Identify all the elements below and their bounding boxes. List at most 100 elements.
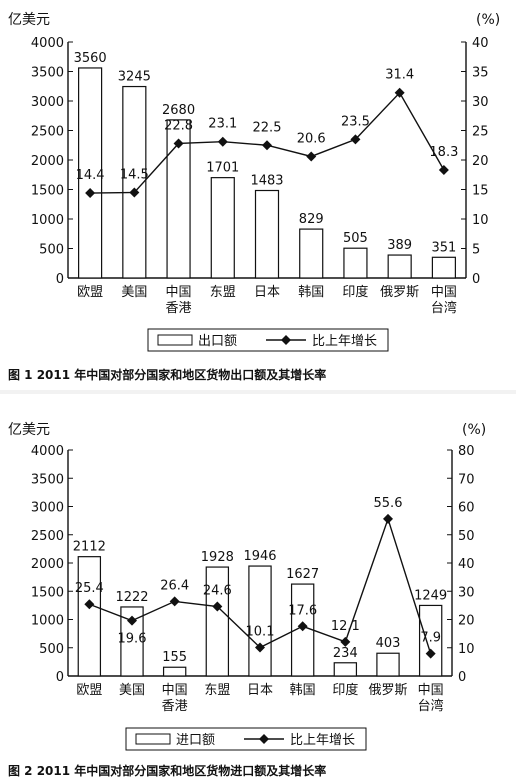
right-tick-label: 0 [458, 670, 466, 685]
legend-line-label: 比上年增长 [312, 334, 377, 349]
legend-bar-label: 出口额 [198, 334, 237, 349]
bar [205, 566, 230, 677]
category-label: 台湾 [418, 698, 444, 714]
right-tick-label: 0 [472, 272, 480, 287]
divider [0, 390, 516, 394]
bar-value-label: 351 [431, 240, 456, 255]
left-tick-label: 1000 [31, 213, 64, 228]
bar-value-label: 1249 [414, 588, 447, 603]
legend-bar-swatch [135, 733, 171, 745]
right-tick-label: 50 [458, 529, 475, 544]
bar-value-label: 2680 [162, 103, 195, 118]
category-label: 东盟 [210, 285, 236, 300]
left-tick-label: 4000 [31, 36, 64, 51]
growth-point [127, 615, 137, 626]
growth-value-label: 24.6 [203, 584, 232, 599]
category-label: 欧盟 [76, 683, 102, 698]
bar [122, 85, 147, 279]
growth-point [85, 188, 96, 199]
category-label: 印度 [332, 682, 358, 698]
growth-value-label: 22.5 [253, 120, 282, 135]
growth-value-label: 31.4 [385, 68, 414, 83]
right-tick-label: 20 [458, 614, 475, 629]
bar-value-label: 1928 [201, 550, 234, 565]
growth-point [425, 648, 436, 659]
category-label: 中国 [418, 683, 444, 698]
left-tick-label: 3000 [31, 95, 64, 110]
category-label: 美国 [121, 285, 147, 300]
left-tick-label: 500 [39, 243, 64, 258]
growth-value-label: 23.5 [341, 114, 370, 129]
growth-value-label: 18.3 [429, 145, 458, 160]
category-label: 中国 [166, 285, 192, 300]
bar-value-label: 155 [162, 650, 187, 665]
left-tick-label: 1500 [31, 184, 64, 199]
legend-line-marker [259, 734, 269, 744]
growth-value-label: 7.9 [420, 631, 441, 646]
category-label: 日本 [254, 285, 280, 300]
bar [387, 254, 412, 279]
left-tick-label: 3500 [31, 66, 64, 81]
legend-line-label: 比上年增长 [290, 733, 355, 748]
growth-point [297, 621, 308, 632]
category-label: 俄罗斯 [368, 683, 407, 698]
right-tick-label: 20 [472, 154, 489, 169]
right-tick-label: 30 [458, 585, 475, 600]
bar-value-label: 234 [333, 646, 358, 661]
growth-point [262, 140, 272, 151]
growth-value-label: 19.6 [118, 632, 147, 647]
growth-point [255, 642, 265, 653]
legend-bar-swatch [157, 334, 193, 346]
left-tick-label: 500 [39, 642, 64, 657]
bar [162, 666, 187, 677]
growth-point [173, 138, 184, 149]
figure-2: 0 500 1000 1500 2000 2500 3000 3500 4000 0 10 20 30 4… [0, 398, 516, 764]
bar [333, 662, 358, 677]
left-tick-label: 2000 [31, 557, 64, 572]
bar [254, 189, 280, 279]
bar [248, 565, 272, 677]
growth-point [217, 136, 228, 147]
right-tick-label: 15 [472, 184, 489, 199]
right-tick-label: 25 [472, 125, 489, 140]
bar [431, 256, 456, 279]
right-tick-label: 40 [472, 36, 489, 51]
right-tick-label: 70 [458, 472, 475, 487]
figure-2-caption: 图 2 2011 年中国对部分国家和地区货物进口额及其增长率 [8, 764, 327, 778]
bar-value-label: 3245 [118, 70, 151, 85]
bar-value-label: 1627 [286, 567, 319, 582]
right-tick-label: 10 [458, 642, 475, 657]
growth-point [383, 513, 393, 524]
right-tick-label: 30 [472, 95, 489, 110]
growth-value-label: 12.1 [331, 619, 360, 634]
category-label: 中国 [431, 285, 457, 300]
bar [210, 177, 235, 279]
bar [299, 228, 324, 279]
bar-value-label: 1946 [243, 549, 276, 564]
export-chart: 0 500 1000 1500 2000 2500 3000 3500 4000 0 5 10 15 20… [8, 12, 500, 352]
right-tick-label: 60 [458, 501, 475, 516]
bar-value-label: 1701 [206, 161, 239, 176]
left-tick-label: 4000 [31, 444, 64, 459]
bar-value-label: 2112 [73, 540, 106, 555]
left-tick-label: 2500 [31, 529, 64, 544]
left-axis-label: 亿美元 [8, 422, 50, 438]
category-label: 香港 [162, 699, 188, 714]
right-tick-label: 35 [472, 66, 489, 81]
growth-value-label: 23.1 [208, 117, 237, 132]
bar-value-label: 389 [387, 238, 412, 253]
right-tick-label: 80 [458, 444, 475, 459]
growth-point [129, 187, 140, 198]
category-label: 欧盟 [77, 285, 103, 300]
right-tick-label: 5 [472, 243, 480, 258]
right-axis-label: (%) [476, 12, 500, 28]
growth-value-label: 20.6 [297, 131, 326, 146]
category-label: 日本 [247, 683, 273, 698]
bar-value-label: 505 [343, 231, 368, 246]
left-tick-label: 2500 [31, 125, 64, 140]
growth-point [306, 151, 317, 162]
growth-point [212, 601, 223, 612]
bar [120, 606, 144, 677]
bar-value-label: 1222 [115, 590, 148, 605]
growth-value-label: 26.4 [160, 578, 189, 593]
